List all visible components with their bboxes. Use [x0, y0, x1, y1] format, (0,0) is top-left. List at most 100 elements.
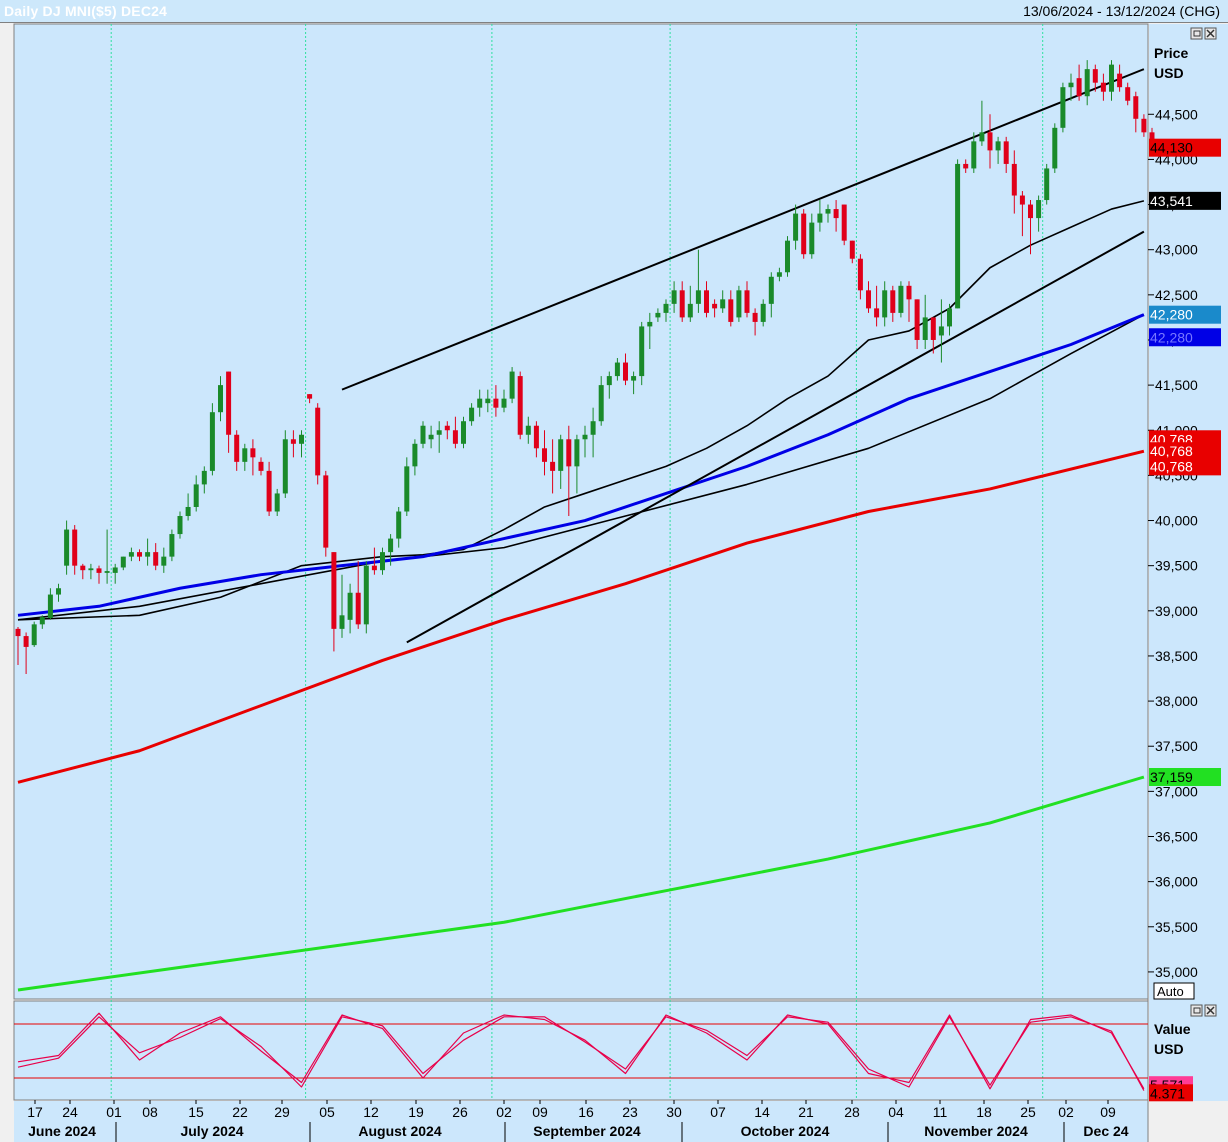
candle [1076, 64, 1082, 101]
candle [1036, 195, 1042, 232]
candle [825, 204, 831, 223]
candle [177, 511, 183, 539]
candle-body [760, 303, 766, 322]
candle [1019, 191, 1025, 237]
candle-body [266, 470, 272, 512]
candle [493, 385, 499, 417]
candle-body [420, 425, 426, 444]
candle [995, 136, 1001, 164]
candle-body [914, 299, 920, 340]
candle-body [363, 565, 369, 625]
candle [655, 308, 661, 322]
candle-body [64, 529, 70, 566]
candle [315, 403, 321, 485]
candle [922, 294, 928, 349]
price-tag-bg [1149, 442, 1221, 461]
candle-body [849, 240, 855, 259]
moving-average-line [17, 775, 1145, 992]
candle-body [542, 448, 547, 462]
candle-body [550, 461, 556, 471]
candle-body [461, 421, 466, 444]
x-month-label: June 2024 [28, 1123, 96, 1139]
candle [987, 114, 993, 169]
candle-body [1019, 195, 1025, 205]
x-day-label: 22 [232, 1104, 248, 1120]
candle [23, 632, 29, 674]
candle [971, 132, 977, 173]
candle [1141, 114, 1147, 137]
candle-body [712, 303, 718, 309]
candle [1044, 163, 1050, 205]
candle-body [882, 290, 888, 318]
candle-body [590, 421, 596, 435]
candle [444, 421, 450, 440]
candle-body [744, 290, 750, 313]
candle [153, 543, 159, 571]
candle-body [874, 308, 880, 318]
candle-body [355, 592, 361, 625]
price-tag-bg [1149, 138, 1221, 157]
candle-body [185, 506, 191, 517]
candle-body [15, 628, 21, 637]
candle-body [574, 439, 580, 467]
candle [80, 563, 86, 580]
x-month-label: October 2024 [741, 1123, 830, 1139]
x-day-label: 23 [622, 1104, 638, 1120]
candle-body [80, 565, 86, 571]
x-axis: 17 24 01 08 15 22 29 05 12 19 26 02 09 16 23 30 07 14 21 28… [27, 1100, 1129, 1142]
y-tick-label: 36,500 [1155, 829, 1198, 845]
restore-icon[interactable] [1190, 27, 1203, 40]
candle-body [469, 407, 475, 422]
candle [201, 466, 207, 494]
osc-close-icon[interactable] [1204, 1004, 1217, 1017]
candle-body [404, 466, 410, 512]
candle-body [1060, 87, 1066, 128]
candle [388, 534, 394, 566]
moving-average-line [17, 449, 1145, 784]
y-tick-label: 40,000 [1155, 513, 1198, 529]
osc-price-tag: 4.371 [1149, 1084, 1193, 1102]
candle [849, 240, 855, 264]
candle [404, 457, 410, 517]
y-tick-label: 41,500 [1155, 377, 1198, 393]
candle-body [388, 538, 394, 553]
candle [380, 547, 385, 575]
candle [104, 529, 110, 584]
candle-body [274, 493, 280, 512]
candle [582, 425, 588, 458]
candle [963, 159, 969, 173]
candle-body [841, 204, 847, 241]
candle-body [250, 448, 256, 458]
candle-body [1003, 141, 1009, 164]
candle [752, 308, 758, 336]
title-bar: Daily DJ MNI($5) DEC24 13/06/2024 - 13/1… [0, 0, 1228, 23]
candle-body [396, 511, 402, 539]
candle-body [234, 434, 240, 462]
candle-body [56, 588, 61, 595]
candle-body [785, 240, 790, 273]
candle [226, 371, 232, 453]
auto-scale-button[interactable]: Auto [1153, 982, 1195, 1000]
x-day-label: 17 [27, 1104, 43, 1120]
price-axis-unit: USD [1154, 65, 1184, 81]
candle [598, 376, 604, 426]
candle [72, 525, 78, 575]
candle [371, 547, 377, 575]
candle [785, 236, 790, 277]
price-tag-label: 37,159 [1150, 769, 1193, 785]
osc-restore-icon[interactable] [1190, 1004, 1203, 1017]
x-month-label: November 2024 [924, 1123, 1028, 1139]
candle [1109, 60, 1114, 101]
close-icon[interactable] [1204, 27, 1217, 40]
trendline [406, 230, 1145, 644]
price-tags: 44,13043,54142,28042,28040,76840,76840,7… [1149, 138, 1221, 787]
candle [420, 421, 426, 449]
candle-body [704, 290, 709, 313]
candle [768, 272, 774, 318]
candle-body [866, 290, 871, 309]
auto-scale-label: Auto [1157, 984, 1184, 999]
candle-body [533, 425, 539, 449]
candle [363, 561, 369, 634]
candle [728, 290, 734, 327]
candle-body [39, 617, 45, 625]
